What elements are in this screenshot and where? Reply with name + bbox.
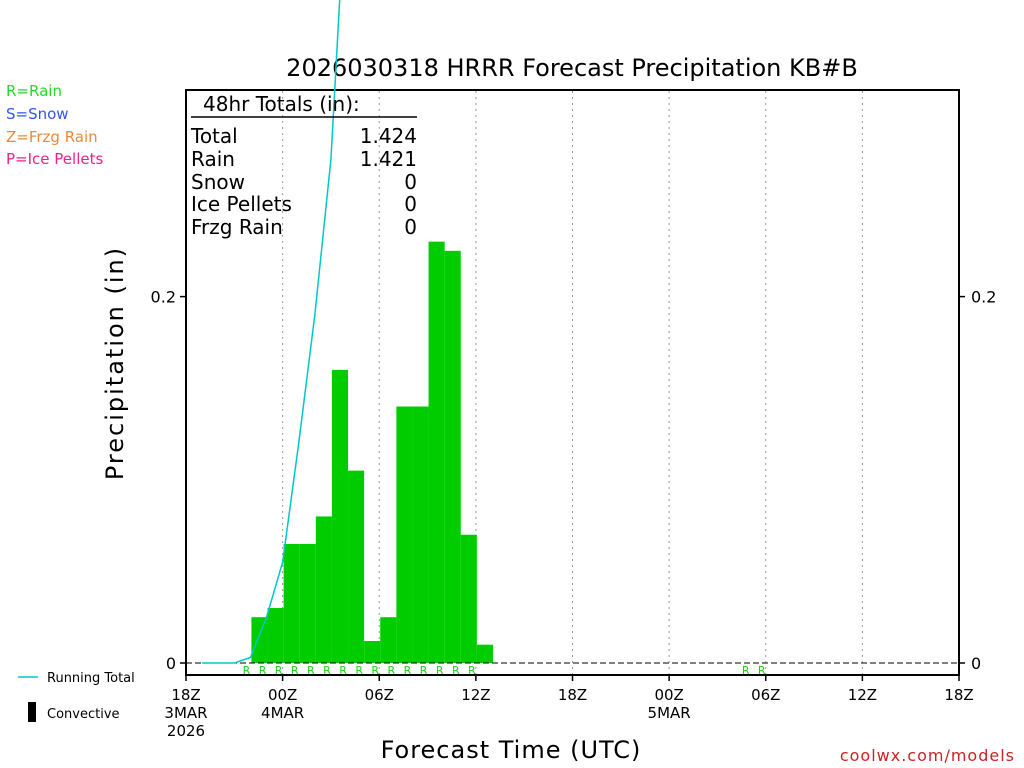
precip-bar: [380, 617, 397, 663]
ptype-marker-rain: R: [243, 664, 251, 677]
totals-value-frzg-rain: 0: [404, 215, 417, 239]
totals-value-snow: 0: [404, 170, 417, 194]
y-tick-label: 0.2: [151, 288, 176, 307]
y-tick-label-right: 0: [971, 654, 981, 673]
ptype-marker-rain: R: [259, 664, 267, 677]
totals-value-ice-pellets: 0: [404, 192, 417, 216]
precip-bar: [299, 543, 316, 663]
x-tick-label: 12Z: [461, 686, 490, 704]
x-tick-label: 06Z: [751, 686, 780, 704]
x-tick-label: 5MAR: [648, 704, 691, 722]
source-credit: coolwx.com/models: [840, 746, 1015, 765]
precip-bar: [348, 470, 365, 663]
ptype-marker-rain: R: [323, 664, 331, 677]
totals-label-rain: Rain: [191, 147, 235, 171]
totals-value-total: 1.424: [360, 124, 417, 148]
ptype-marker-rain: R: [371, 664, 379, 677]
ptype-marker-rain: R: [307, 664, 315, 677]
ptype-marker-rain: R: [275, 664, 283, 677]
x-tick-label: 00Z: [654, 686, 683, 704]
precip-bar: [364, 641, 381, 663]
convective-swatch: [28, 702, 36, 722]
precip-bar: [428, 241, 445, 663]
x-tick-label: 00Z: [268, 686, 297, 704]
ptype-marker-rain: R: [758, 664, 766, 677]
totals-label-frzg-rain: Frzg Rain: [191, 215, 283, 239]
x-tick-label: 4MAR: [261, 704, 304, 722]
ptype-marker-rain: R: [355, 664, 363, 677]
totals-label-ice-pellets: Ice Pellets: [191, 192, 292, 216]
chart-title: 2026030318 HRRR Forecast Precipitation K…: [286, 54, 858, 82]
legend-snow-key: S=Snow: [6, 105, 69, 123]
precip-bar: [315, 516, 332, 663]
x-tick-label: 06Z: [365, 686, 394, 704]
totals-label-total: Total: [190, 124, 238, 148]
precip-bar: [444, 250, 461, 664]
y-tick-label: 0: [166, 654, 176, 673]
totals-label-snow: Snow: [191, 170, 245, 194]
precip-bar: [267, 608, 284, 663]
x-tick-label: 2026: [167, 722, 205, 740]
y-axis-label: Precipitation (in): [101, 246, 129, 480]
legend-ice-pellets-key: P=Ice Pellets: [6, 150, 103, 168]
precip-bar: [412, 406, 429, 663]
grid-lines: [282, 91, 863, 674]
x-tick-label: 18Z: [558, 686, 587, 704]
ptype-marker-rain: R: [468, 664, 476, 677]
ptype-marker-rain: R: [452, 664, 460, 677]
convective-legend-label: Convective: [47, 707, 120, 722]
x-tick-label: 3MAR: [164, 704, 207, 722]
ptype-marker-rain: R: [388, 664, 396, 677]
ptype-marker-rain: R: [420, 664, 428, 677]
precip-bar: [283, 543, 300, 663]
x-axis-label: Forecast Time (UTC): [381, 736, 642, 764]
totals-heading: 48hr Totals (in):: [203, 92, 360, 116]
legend-rain-key: R=Rain: [6, 82, 62, 100]
ptype-marker-rain: R: [291, 664, 299, 677]
totals-box: 48hr Totals (in): Total 1.424 Rain 1.421…: [190, 92, 417, 239]
x-tick-label: 18Z: [171, 686, 200, 704]
ptype-marker-rain: R: [339, 664, 347, 677]
precip-bar: [251, 617, 268, 663]
legend-frzg-rain-key: Z=Frzg Rain: [6, 128, 98, 146]
y-tick-label-right: 0.2: [971, 288, 996, 307]
y-axis-ticks: 000.20.20.40.40.60.60.80.8111.21.21.41.4: [151, 288, 997, 673]
ptype-marker-rain: R: [404, 664, 412, 677]
running-total-line: [202, 0, 341, 664]
ptype-marker-rain: R: [742, 664, 750, 677]
running-total-legend-label: Running Total: [47, 671, 135, 686]
x-tick-label: 18Z: [944, 686, 973, 704]
totals-value-rain: 1.421: [360, 147, 417, 171]
precip-bar: [476, 644, 493, 663]
precip-bar: [331, 369, 349, 663]
ptype-marker-rain: R: [436, 664, 444, 677]
precip-bars: [251, 241, 493, 664]
x-tick-label: 12Z: [848, 686, 877, 704]
precip-bar: [396, 406, 413, 663]
precip-bar: [460, 534, 477, 663]
